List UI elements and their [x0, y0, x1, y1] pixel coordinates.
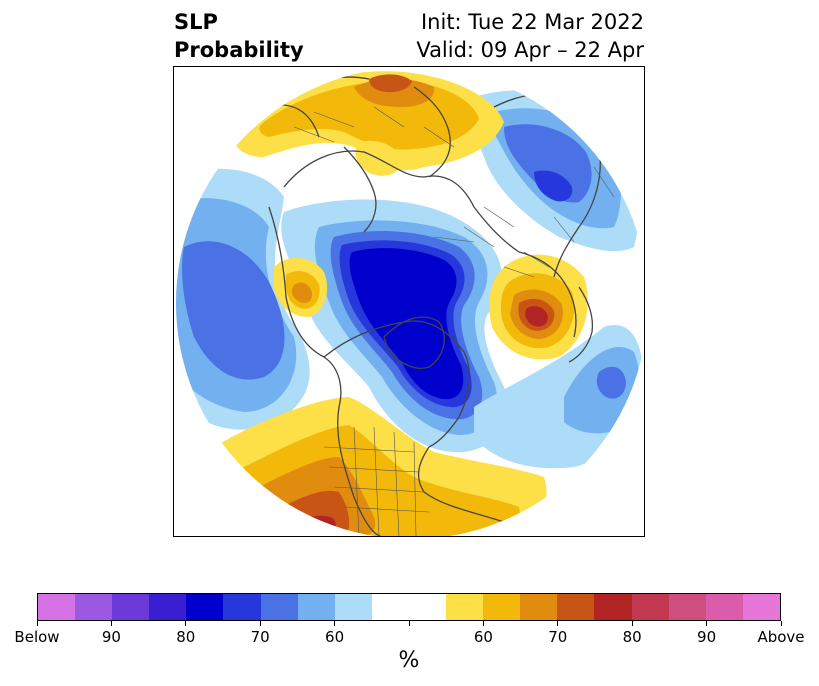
colorbar-tick-label: Above — [757, 628, 805, 646]
polar-map — [176, 67, 644, 536]
colorbar-tick-mark — [557, 621, 559, 626]
title-left: SLP Probability — [174, 8, 304, 64]
colorbar-segment — [631, 594, 669, 620]
colorbar — [37, 593, 781, 621]
colorbar-segment — [260, 594, 298, 620]
anomaly-below-80-pacific — [182, 241, 285, 380]
anomaly-above-95-eastasia — [525, 306, 548, 327]
colorbar-segment — [297, 594, 335, 620]
anomaly-below-90-siberia — [534, 170, 573, 202]
colorbar-tick-label: 90 — [697, 628, 717, 646]
map-panel — [173, 66, 645, 537]
anomaly-above-95-namerica — [274, 515, 336, 536]
colorbar-segment — [334, 594, 372, 620]
colorbar-segment — [705, 594, 743, 620]
colorbar-tick-mark — [185, 621, 187, 626]
colorbar-segment — [75, 594, 113, 620]
political-borders — [293, 106, 615, 536]
colorbar-segment — [112, 594, 150, 620]
anomaly-above-60-europe-small — [355, 140, 402, 176]
colorbar-tick-label: Below — [14, 628, 60, 646]
colorbar-tick-mark — [780, 621, 782, 626]
anomaly-above-90-europe — [369, 74, 412, 93]
colorbar-segment — [594, 594, 632, 620]
colorbar-tick-label: 60 — [325, 628, 345, 646]
colorbar-tick-label: 80 — [622, 628, 642, 646]
colorbar-segment — [186, 594, 224, 620]
colorbar-segment — [446, 594, 484, 620]
colorbar-tick-mark — [110, 621, 112, 626]
valid-period: Valid: 09 Apr – 22 Apr — [416, 38, 644, 62]
colorbar-tick-mark — [482, 621, 484, 626]
colorbar-tick-label: 70 — [548, 628, 568, 646]
colorbar-segment — [520, 594, 558, 620]
colorbar-tick-mark — [631, 621, 633, 626]
anomaly-below-80-siberia — [504, 124, 592, 203]
colorbar-segment — [371, 594, 409, 620]
title-subtitle: Probability — [174, 38, 304, 62]
colorbar-segment — [223, 594, 261, 620]
colorbar-tick-label: 60 — [473, 628, 493, 646]
colorbar-tick-mark — [706, 621, 708, 626]
colorbar-segment — [38, 594, 76, 620]
colorbar-segment — [408, 594, 447, 620]
title-right: Init: Tue 22 Mar 2022 Valid: 09 Apr – 22… — [416, 8, 644, 64]
colorbar-tick-label: 90 — [101, 628, 121, 646]
title-variable: SLP — [174, 10, 218, 34]
init-date: Init: Tue 22 Mar 2022 — [420, 10, 644, 34]
colorbar-tick-label: 70 — [250, 628, 270, 646]
anomaly-above-80-bering — [291, 282, 312, 303]
colorbar-tick-mark — [334, 621, 336, 626]
anomaly-above-90-namerica — [259, 490, 350, 536]
colorbar-segment — [149, 594, 187, 620]
colorbar-segment — [742, 594, 780, 620]
colorbar-unit-label: % — [398, 648, 420, 673]
colorbar-segment — [668, 594, 706, 620]
colorbar-segment — [557, 594, 595, 620]
colorbar-tick-label: 80 — [176, 628, 196, 646]
colorbar-tick-mark — [36, 621, 38, 626]
colorbar-segment — [483, 594, 521, 620]
colorbar-tick-mark — [259, 621, 261, 626]
colorbar-tick-mark — [408, 621, 410, 626]
anomaly-below-80-atlantic — [596, 366, 626, 399]
